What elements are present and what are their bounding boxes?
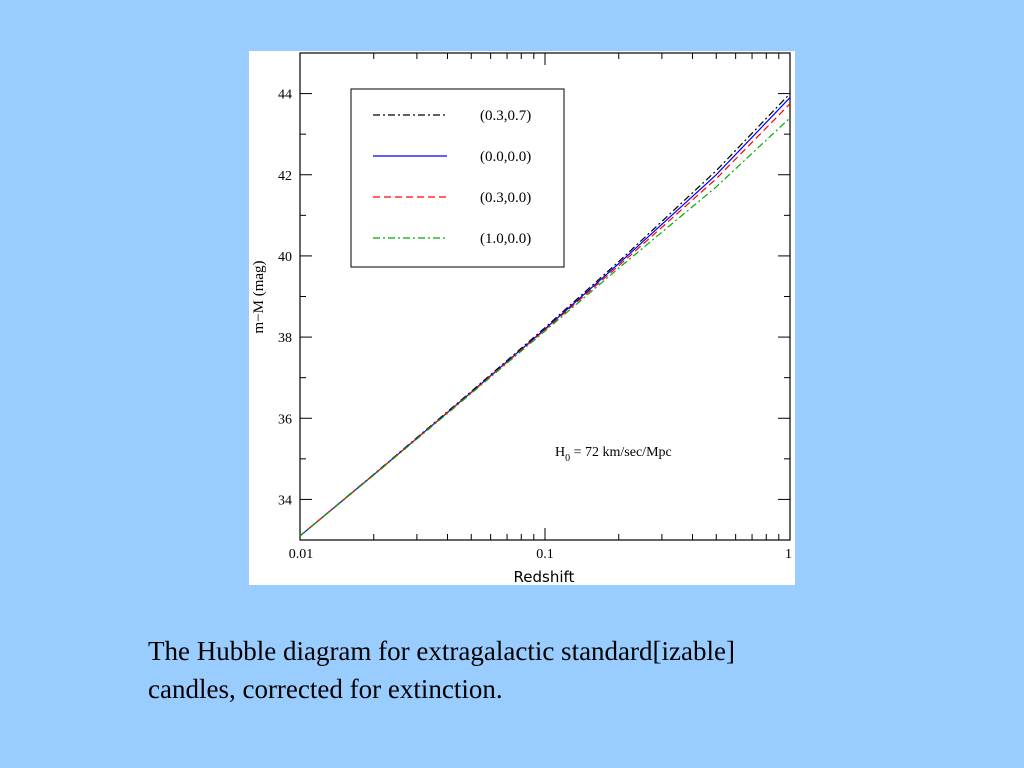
series-line-4 (299, 117, 791, 537)
y-tick-label: 34 (278, 493, 292, 508)
y-tick-label: 44 (278, 88, 292, 103)
x-tick-label: 0.1 (536, 547, 554, 562)
x-tick-label: 0.01 (289, 547, 314, 562)
x-tick-label: 1 (785, 547, 792, 562)
h0-annotation: H0 = 72 km/sec/Mpc (555, 445, 672, 464)
legend: (0.3,0.7) (0.0,0.0) (0.3,0.0) (1.0,0.0) (350, 88, 565, 268)
legend-label-3: (0.3,0.0) (480, 190, 531, 206)
caption-line-1: The Hubble diagram for extragalactic sta… (148, 636, 735, 666)
slide-caption: The Hubble diagram for extragalactic sta… (148, 632, 948, 708)
series-line-3 (299, 103, 791, 537)
y-tick-label: 38 (278, 331, 292, 346)
y-axis-label: m−M (mag) (251, 260, 267, 333)
x-axis-label: Redshift (514, 568, 575, 585)
legend-box (350, 88, 565, 268)
y-tick-label: 42 (278, 169, 292, 184)
legend-label-2: (0.0,0.0) (480, 149, 531, 165)
plot-panel: 34 36 38 40 42 44 0.01 0.1 1 (0.3,0.7) (0.0,0.0)(… (249, 51, 795, 585)
y-tick-label: 40 (278, 250, 292, 265)
caption-line-2: candles, corrected for extinction. (148, 674, 503, 704)
y-tick-label: 36 (278, 412, 292, 427)
legend-label-4: (1.0,0.0) (480, 231, 531, 247)
legend-label-1: (0.3,0.7) (480, 108, 531, 124)
